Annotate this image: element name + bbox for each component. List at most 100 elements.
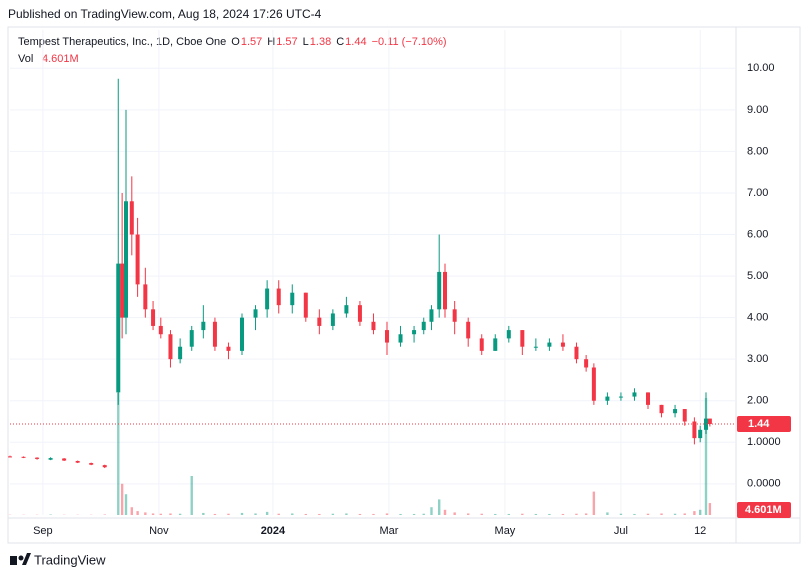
volume-bar [413, 514, 415, 515]
volume-bar [305, 514, 307, 515]
volume-bar [548, 514, 550, 515]
candle-body [190, 330, 194, 347]
candle-body [493, 338, 497, 350]
volume-bar [423, 514, 425, 515]
volume-bar [399, 514, 401, 515]
ohlc-letter: O [231, 36, 240, 48]
candle-body [399, 334, 403, 342]
candle-body [412, 330, 416, 334]
volume-bar [49, 514, 51, 515]
volume-bar [227, 514, 229, 515]
y-tick-label: 8.00 [747, 145, 768, 157]
candle-body [226, 347, 230, 351]
volume-bar [202, 513, 204, 515]
candle-body [240, 318, 244, 351]
volume-bar [291, 513, 293, 515]
volume-bar [438, 499, 440, 515]
volume-bar [521, 514, 523, 515]
candle-body [443, 272, 447, 309]
ohlc-value: 1.44 [345, 36, 366, 48]
candle-body [130, 201, 134, 234]
candle-body [385, 330, 389, 342]
volume-bar [152, 513, 154, 515]
volume-bar [467, 513, 469, 515]
candle-body [178, 347, 182, 359]
logo-mark [19, 556, 24, 561]
volume-bar [494, 514, 496, 515]
volume-tag-label: 4.601M [745, 504, 782, 516]
volume-bar [386, 513, 388, 515]
candle-body [547, 343, 551, 347]
candle-body [151, 309, 155, 326]
candle-body [89, 463, 93, 465]
volume-bar [647, 514, 649, 515]
candle-body [480, 338, 484, 350]
y-tick-label: 0.0000 [747, 478, 781, 490]
candle-body [660, 405, 664, 413]
candle-body [62, 458, 66, 460]
candle-body [632, 392, 636, 396]
y-tick-label: 9.00 [747, 104, 768, 116]
volume-bar [620, 514, 622, 515]
volume-bar [136, 511, 138, 515]
candle-body [437, 272, 441, 309]
volume-bar [144, 512, 146, 515]
candle-body [466, 322, 470, 339]
y-tick-label: 4.00 [747, 312, 768, 324]
volume-bar [699, 510, 701, 515]
x-tick-label: 12 [694, 525, 706, 537]
x-tick-label: Nov [149, 525, 169, 537]
volume-title: Vol [18, 53, 33, 65]
candle-body [698, 430, 702, 438]
published-note: Published on TradingView.com, Aug 18, 20… [8, 7, 322, 21]
candle-body [116, 264, 120, 393]
candle-body [344, 305, 348, 313]
last-price-label: 1.44 [748, 418, 770, 430]
volume-value: 4.601M [42, 53, 79, 65]
volume-bar [633, 514, 635, 515]
volume-bar [169, 513, 171, 515]
candle-body [265, 289, 269, 310]
candle-body [605, 397, 609, 401]
candle-body [103, 465, 107, 467]
volume-bar [508, 514, 510, 515]
volume-bar [104, 514, 106, 515]
x-tick-label: Jul [614, 525, 628, 537]
x-tick-label: Sep [33, 525, 53, 537]
candle-body [213, 322, 217, 347]
ohlc-value: 1.38 [310, 36, 331, 48]
candle-body [561, 343, 565, 347]
volume-bar [345, 513, 347, 515]
volume-bar [430, 507, 432, 515]
volume-bar [278, 514, 280, 515]
volume-bar [606, 512, 608, 515]
candle-body [136, 235, 140, 285]
candle-body [22, 457, 26, 458]
volume-bar [254, 513, 256, 515]
candle-body [35, 458, 39, 459]
volume-bar [121, 484, 123, 515]
volume-bar [453, 512, 455, 515]
change-value: −0.11 (−7.10%) [372, 36, 447, 48]
volume-bar [593, 492, 595, 515]
candle-body [358, 305, 362, 322]
volume-bar [191, 476, 193, 515]
candle-body [143, 284, 147, 309]
y-tick-label: 3.00 [747, 353, 768, 365]
volume-bar [481, 514, 483, 515]
ohlc-letter: C [336, 36, 344, 48]
candle-body [584, 359, 588, 367]
candle-body [277, 289, 281, 306]
candle-body [124, 201, 128, 317]
volume-bar [535, 514, 537, 515]
candle-body [574, 347, 578, 359]
volume-bar [684, 513, 686, 515]
candle-body [254, 309, 258, 317]
y-tick-label: 6.00 [747, 228, 768, 240]
ohlc-letter: L [303, 36, 309, 48]
brand-name: TradingView [34, 552, 106, 567]
ohlc-value: 1.57 [276, 36, 297, 48]
x-tick-label: Mar [379, 525, 398, 537]
volume-bar [318, 514, 320, 515]
